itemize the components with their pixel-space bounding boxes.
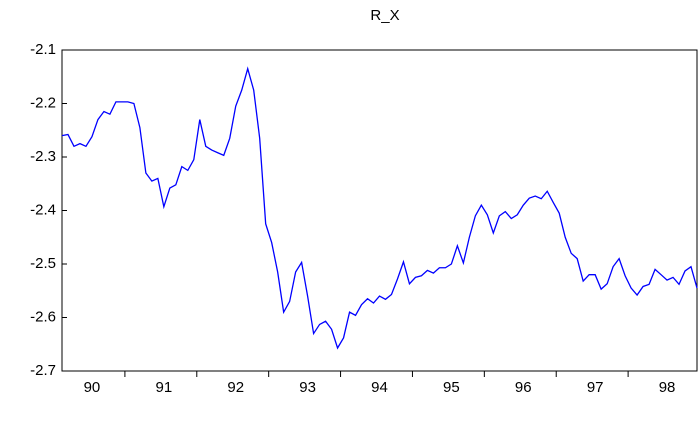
chart-title: R_X [370, 7, 399, 24]
plot-frame [61, 49, 698, 372]
x-tick-label: 92 [227, 379, 244, 396]
x-tick-label: 95 [443, 379, 460, 396]
series-line [61, 66, 698, 350]
y-tick-label: -2.4 [30, 201, 56, 218]
x-tick-label: 93 [299, 379, 316, 396]
x-tick-label: 98 [659, 379, 676, 396]
x-tick-label: 94 [371, 379, 388, 396]
y-tick-label: -2.6 [30, 308, 56, 325]
y-tick-label: -2.3 [30, 148, 56, 165]
x-tick-label: 97 [587, 379, 604, 396]
y-tick-label: -2.2 [30, 94, 56, 111]
x-tick-label: 90 [84, 379, 101, 396]
x-tick-label: 96 [515, 379, 532, 396]
y-tick-label: -2.7 [30, 362, 56, 379]
y-tick-label: -2.5 [30, 255, 56, 272]
y-tick-label: -2.1 [30, 41, 56, 58]
x-tick-label: 91 [155, 379, 172, 396]
